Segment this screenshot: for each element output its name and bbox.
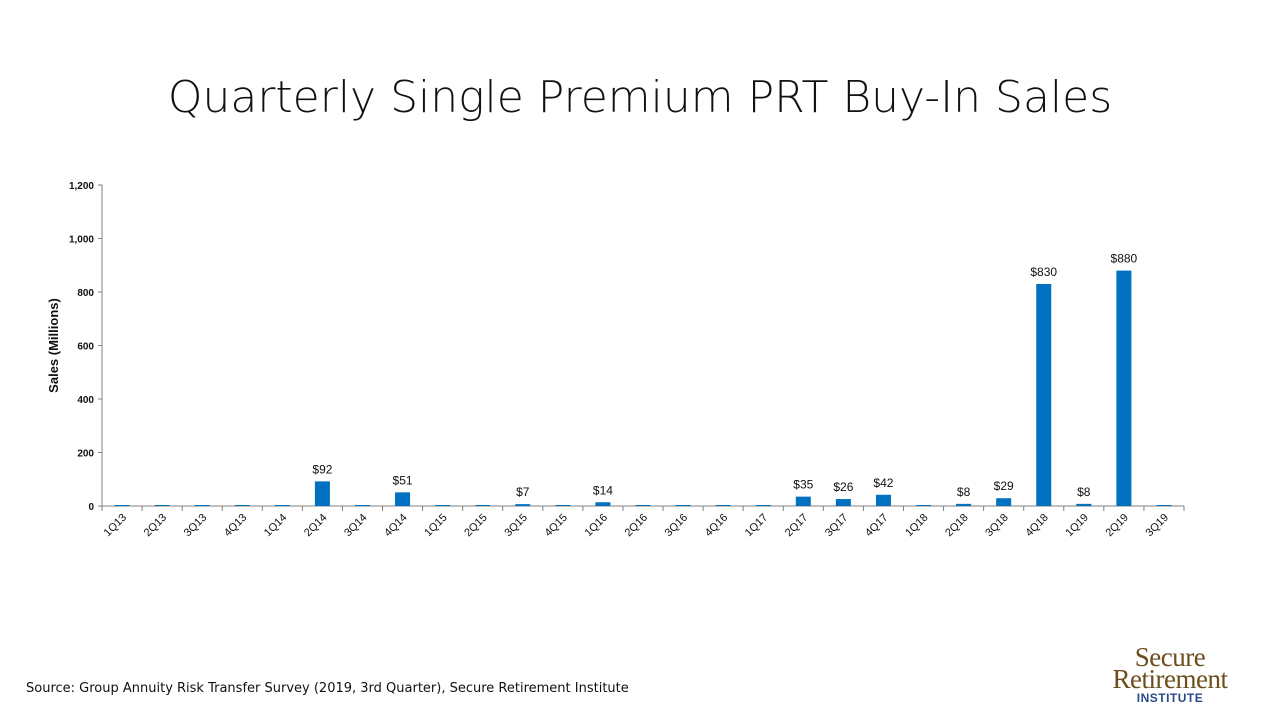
bar <box>1036 283 1052 506</box>
x-tick-label: 4Q16 <box>703 512 731 540</box>
x-tick-label: 3Q16 <box>663 512 691 540</box>
x-tick-label: 1Q18 <box>903 512 931 540</box>
bar <box>875 494 891 506</box>
x-tick-label: 2Q13 <box>142 512 170 540</box>
x-tick-label: 4Q18 <box>1023 512 1051 540</box>
y-tick-label: 1,200 <box>69 181 94 192</box>
x-tick-label: 2Q16 <box>623 512 651 540</box>
x-tick-label: 1Q14 <box>262 512 290 540</box>
bar <box>1156 505 1172 506</box>
data-label: $42 <box>873 476 893 490</box>
data-label: $880 <box>1111 252 1138 266</box>
logo-line-2: Retirement <box>1112 664 1228 694</box>
x-tick-label: 3Q14 <box>342 512 370 540</box>
data-label: $92 <box>312 462 332 476</box>
x-tick-label: 1Q19 <box>1063 512 1091 540</box>
y-tick-label: 400 <box>77 395 94 406</box>
x-tick-label: 1Q15 <box>422 512 450 540</box>
x-tick-label: 1Q17 <box>743 512 771 540</box>
x-tick-label: 1Q16 <box>583 512 611 540</box>
y-axis-label: Sales (Millions) <box>46 298 61 393</box>
bar <box>595 502 611 506</box>
x-tick-label: 3Q19 <box>1144 512 1172 540</box>
bar-chart: 0 200 400 600 800 1,000 1,200 Sales (Millions) 1… <box>46 181 1185 540</box>
x-tick-label: 3Q15 <box>502 512 530 540</box>
x-tick-label: 4Q14 <box>382 512 410 540</box>
bar <box>314 481 330 506</box>
x-tick-label: 4Q13 <box>222 512 250 540</box>
data-label: $8 <box>1077 485 1091 499</box>
bar <box>274 505 290 506</box>
bar <box>675 505 691 506</box>
bar <box>475 505 491 506</box>
bar <box>1076 503 1092 506</box>
x-tick-label: 2Q19 <box>1103 512 1131 540</box>
y-tick-label: 200 <box>77 449 94 460</box>
data-label: $7 <box>516 485 530 499</box>
y-tick-label: 800 <box>77 288 94 299</box>
bar <box>555 505 571 506</box>
bar <box>715 505 731 506</box>
bar <box>1116 270 1132 506</box>
bar <box>635 505 651 506</box>
data-label: $14 <box>593 483 613 497</box>
data-label: $35 <box>793 478 813 492</box>
bar <box>154 505 170 506</box>
bar <box>835 499 851 506</box>
secure-retirement-institute-logo: Secure Retirement INSTITUTE <box>1100 642 1240 706</box>
x-tick-label: 3Q18 <box>983 512 1011 540</box>
bar <box>234 505 250 506</box>
x-tick-label: 4Q17 <box>863 512 891 540</box>
x-tick-label: 1Q13 <box>102 512 130 540</box>
bar <box>515 504 531 506</box>
data-label: $26 <box>833 480 853 494</box>
y-tick-label: 1,000 <box>69 235 94 246</box>
y-tick-label: 0 <box>88 502 94 513</box>
data-label: $29 <box>994 479 1014 493</box>
x-tick-label: 4Q15 <box>542 512 570 540</box>
bar <box>395 492 411 506</box>
data-label: $8 <box>957 485 971 499</box>
page-title: Quarterly Single Premium PRT Buy-In Sale… <box>167 72 1113 123</box>
data-label: $51 <box>393 473 413 487</box>
logo-line-3: INSTITUTE <box>1136 691 1204 705</box>
bar <box>956 503 972 506</box>
source-note: Source: Group Annuity Risk Transfer Surv… <box>26 681 629 696</box>
x-tick-label: 2Q17 <box>783 512 811 540</box>
bar <box>916 505 932 506</box>
y-tick-label: 600 <box>77 342 94 353</box>
data-label: $830 <box>1030 265 1057 279</box>
x-tick-label: 3Q17 <box>823 512 851 540</box>
logo-line-1: Secure <box>1134 642 1206 672</box>
bar <box>755 505 771 506</box>
x-tick-label: 2Q18 <box>943 512 971 540</box>
bar <box>795 496 811 506</box>
bar <box>114 505 130 506</box>
bar <box>996 498 1012 506</box>
x-tick-label: 2Q15 <box>462 512 490 540</box>
bar <box>354 505 370 506</box>
x-tick-label: 2Q14 <box>302 512 330 540</box>
bar <box>194 505 210 506</box>
bar <box>435 505 451 506</box>
x-tick-label: 3Q13 <box>182 512 210 540</box>
